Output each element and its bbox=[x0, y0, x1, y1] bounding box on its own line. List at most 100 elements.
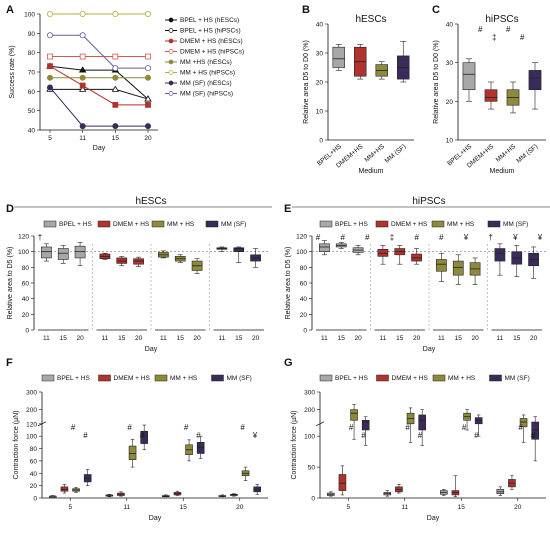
tick-label-y: 30 bbox=[316, 51, 324, 58]
tick-label-x: 11 bbox=[79, 135, 86, 142]
legend-label-1: DMEM + HS bbox=[391, 221, 428, 228]
tick-label-x: MM (SF) bbox=[384, 143, 408, 165]
annotation: † bbox=[38, 233, 42, 242]
annotation: # bbox=[361, 431, 366, 440]
annotation: ‡ bbox=[492, 33, 496, 42]
legend-label-3: DMEM + HS (hiPSCs) bbox=[180, 49, 244, 56]
legend-label-3: MM (SF) bbox=[227, 375, 252, 382]
tick-label-x: 15 bbox=[118, 335, 126, 342]
tick-label-y: 0 bbox=[311, 496, 315, 503]
annotation: ¥ bbox=[463, 233, 469, 242]
annotation: # bbox=[518, 423, 523, 432]
tick-label-y: 40 bbox=[446, 22, 454, 29]
legend-swatch-3 bbox=[205, 220, 219, 228]
tick-label-y: 20 bbox=[30, 483, 38, 490]
legend-label-0: BPEL + HS bbox=[57, 375, 90, 382]
panel-label-A: A bbox=[6, 4, 14, 16]
data-point-3-0 bbox=[47, 53, 53, 60]
data-point-1-2 bbox=[111, 85, 120, 92]
legend-swatch-1 bbox=[97, 220, 111, 228]
tick-label-y: 200 bbox=[304, 407, 315, 414]
data-point-6-1 bbox=[79, 123, 86, 130]
data-point-4-1 bbox=[79, 74, 86, 81]
legend-swatch-2 bbox=[431, 220, 445, 228]
tick-label-x: 15 bbox=[112, 135, 120, 142]
tick-label-y: 60 bbox=[22, 281, 30, 288]
tick-label-y: 60 bbox=[30, 458, 38, 465]
data-point-3-3 bbox=[145, 53, 151, 60]
annotation: † bbox=[488, 233, 492, 242]
box-3-0 bbox=[41, 246, 52, 259]
x-axis-label: Medium bbox=[359, 168, 384, 175]
legend-label-6: MM (SF) (hESCs) bbox=[180, 80, 232, 87]
y-axis-label: Contraction force (µN) bbox=[13, 411, 20, 480]
panel-label-F: F bbox=[6, 357, 13, 369]
annotation: # bbox=[531, 431, 536, 440]
tick-label-y: 20 bbox=[300, 312, 308, 319]
box-4-9 bbox=[494, 248, 506, 262]
box-5-7 bbox=[140, 430, 148, 444]
tick-label-x: 11 bbox=[380, 335, 387, 342]
annotation: # bbox=[127, 423, 132, 432]
legend-marker-7 bbox=[168, 91, 174, 96]
box-5-11 bbox=[196, 442, 205, 454]
annotation: # bbox=[506, 25, 511, 34]
box-6-14 bbox=[519, 418, 528, 428]
tick-label-y: 0 bbox=[25, 328, 29, 335]
tick-label-x: 11 bbox=[438, 335, 445, 342]
tick-label-x: 15 bbox=[235, 335, 243, 342]
legend-label-3: MM (SF) bbox=[505, 375, 530, 382]
tick-label-y: 90 bbox=[28, 31, 36, 38]
tick-label-x: 15 bbox=[513, 335, 521, 342]
tick-label-x: 15 bbox=[455, 335, 463, 342]
tick-label-y: 60 bbox=[28, 89, 36, 96]
tick-label-x: 20 bbox=[144, 135, 152, 142]
chart-title: hESCs bbox=[355, 14, 386, 25]
tick-label-x: 15 bbox=[60, 335, 68, 342]
tick-label-x: 20 bbox=[514, 504, 522, 511]
annotation: ¥ bbox=[252, 431, 258, 440]
tick-label-x: 11 bbox=[321, 335, 328, 342]
box-2-3 bbox=[528, 70, 542, 91]
tick-label-x: 11 bbox=[160, 335, 167, 342]
legend-label-1: DMEM + HS bbox=[114, 375, 151, 382]
box-6-1 bbox=[338, 474, 347, 491]
legend-label-3: MM (SF) bbox=[221, 221, 246, 228]
legend-label-2: MM + HS bbox=[448, 375, 476, 382]
annotation: ¥ bbox=[537, 233, 543, 242]
tick-label-x: 20 bbox=[413, 335, 421, 342]
axis-break bbox=[315, 421, 325, 427]
annotation: # bbox=[365, 233, 370, 242]
tick-label-x: MM (SF) bbox=[515, 143, 539, 165]
legend-label-0: BPEL + HS bbox=[335, 221, 368, 228]
x-axis-label: Day bbox=[427, 515, 440, 522]
series-line-6 bbox=[49, 87, 148, 127]
tick-label-y: 120 bbox=[26, 421, 37, 428]
tick-label-y: 0 bbox=[319, 138, 323, 145]
tick-label-y: 100 bbox=[24, 12, 35, 19]
series-line-0 bbox=[49, 65, 149, 100]
tick-label-y: 80 bbox=[28, 50, 36, 57]
tick-label-y: 40 bbox=[30, 471, 38, 478]
tick-label-x: 15 bbox=[396, 335, 404, 342]
annotation: # bbox=[474, 431, 479, 440]
panel-label-G: G bbox=[284, 357, 293, 369]
tick-label-x: 20 bbox=[135, 335, 143, 342]
tick-label-y: 300 bbox=[26, 390, 37, 397]
legend-swatch-1 bbox=[98, 374, 111, 382]
legend-label-0: BPEL + HS (hESCs) bbox=[180, 17, 239, 24]
x-axis-label: Day bbox=[93, 145, 106, 152]
y-axis-label: Relative area to D5 (%) bbox=[285, 247, 292, 320]
chart-title: hESCs bbox=[135, 196, 166, 207]
y-axis-label: Relative area D5 to D0 (%) bbox=[433, 40, 440, 124]
annotation: # bbox=[418, 431, 423, 440]
legend-swatch-3 bbox=[211, 374, 224, 382]
data-point-2-0 bbox=[47, 63, 53, 70]
annotation: # bbox=[405, 423, 410, 432]
data-point-7-3 bbox=[144, 65, 151, 72]
tick-label-x: 11 bbox=[123, 504, 130, 511]
tick-label-y: 40 bbox=[316, 22, 324, 29]
x-axis-label: Medium bbox=[490, 168, 515, 175]
legend-label-2: MM + HS bbox=[170, 375, 198, 382]
tick-label-x: 15 bbox=[338, 335, 346, 342]
